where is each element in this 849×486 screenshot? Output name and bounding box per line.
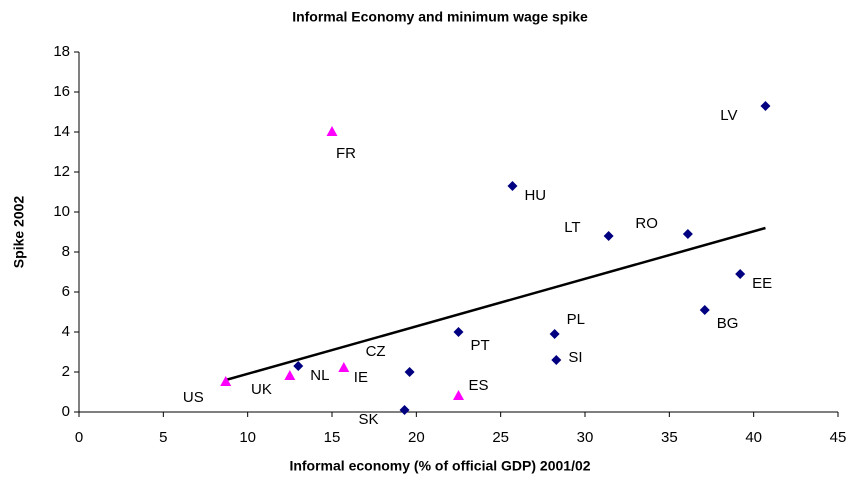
x-tick-label: 25 xyxy=(492,429,509,446)
y-tick-label: 4 xyxy=(62,323,70,340)
point xyxy=(399,405,410,415)
x-tick-label: 5 xyxy=(159,429,167,446)
point xyxy=(284,370,296,380)
point xyxy=(293,361,304,371)
x-tick-label: 30 xyxy=(577,429,594,446)
point-label: RO xyxy=(635,215,658,232)
x-tick-label: 10 xyxy=(239,429,256,446)
point-label: NL xyxy=(310,367,329,384)
x-axis-label: Informal economy (% of official GDP) 200… xyxy=(289,458,590,474)
point-label: EE xyxy=(752,275,772,292)
y-tick-label: 0 xyxy=(62,403,70,420)
point xyxy=(549,329,560,339)
point xyxy=(551,355,562,365)
y-tick-label: 18 xyxy=(53,43,70,60)
point xyxy=(453,327,464,337)
point xyxy=(326,126,338,136)
y-tick-label: 14 xyxy=(53,123,70,140)
x-tick-label: 0 xyxy=(75,429,83,446)
point-label: LT xyxy=(564,219,580,236)
trendline xyxy=(225,226,766,382)
point xyxy=(404,367,415,377)
x-tick-label: 35 xyxy=(661,429,678,446)
y-axis-label: Spike 2002 xyxy=(11,196,27,269)
y-tick-label: 6 xyxy=(62,283,70,300)
y-tick-label: 8 xyxy=(62,243,70,260)
point-label: SK xyxy=(359,411,379,428)
point xyxy=(603,231,614,241)
y-tick-label: 12 xyxy=(53,163,70,180)
point xyxy=(338,362,350,372)
point-label: UK xyxy=(251,381,272,398)
y-tick-label: 16 xyxy=(53,83,70,100)
y-tick-label: 2 xyxy=(62,363,70,380)
x-tick-label: 15 xyxy=(324,429,341,446)
point xyxy=(220,376,232,386)
point xyxy=(682,229,693,239)
point-label: HU xyxy=(524,187,546,204)
point-label: PL xyxy=(567,311,585,328)
x-tick-label: 45 xyxy=(830,429,847,446)
point-label: LV xyxy=(720,107,737,124)
point-label: US xyxy=(183,389,204,406)
x-tick-label: 40 xyxy=(745,429,762,446)
y-tick-label: 10 xyxy=(53,203,70,220)
point xyxy=(735,269,746,279)
x-tick-label: 20 xyxy=(408,429,425,446)
point-label: BG xyxy=(717,315,739,332)
point-label: FR xyxy=(336,145,356,162)
point xyxy=(507,181,518,191)
point-label: IE xyxy=(354,369,368,386)
point-label: SI xyxy=(568,349,582,366)
point-label: ES xyxy=(469,377,489,394)
point-label: PT xyxy=(471,337,490,354)
point xyxy=(453,390,464,400)
point-label: CZ xyxy=(366,343,386,360)
chart-title: Informal Economy and minimum wage spike xyxy=(292,9,588,25)
point xyxy=(760,101,771,111)
point xyxy=(699,305,710,315)
